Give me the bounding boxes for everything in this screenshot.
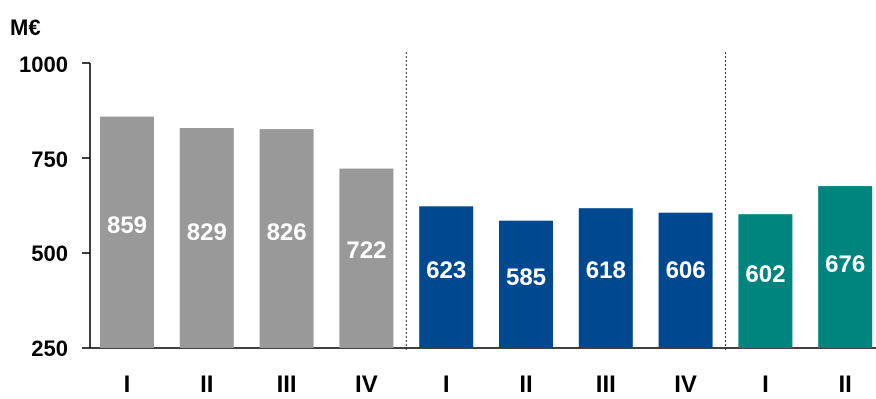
bar-value-label-2: 826 [267,219,307,246]
bar-value-label-8: 602 [745,261,785,288]
x-tick-labels: I II III IV I II III IV I II [124,371,852,398]
x-tick-label-2: III [277,371,297,398]
bar-value-label-3: 722 [346,237,386,264]
bar-value-label-6: 618 [586,257,626,284]
bar-value-label-9: 676 [825,251,865,278]
bar-value-label-0: 859 [107,212,147,239]
x-tick-label-5: II [519,371,532,398]
bar-0 [100,116,154,348]
bar-1 [179,128,234,348]
bar-8 [738,214,793,348]
bar-9 [818,186,873,348]
x-tick-label-3: IV [355,371,378,398]
bar-value-label-5: 585 [506,264,546,291]
bar-value-labels: 859 829 826 722 623 585 618 606 602 676 [107,212,865,291]
bars-group [100,116,873,348]
x-tick-label-4: I [443,371,450,398]
bar-value-label-7: 606 [666,257,706,284]
bar-7 [658,212,713,348]
x-tick-label-9: II [839,371,852,398]
y-tick-label-250: 250 [31,336,68,361]
bar-5 [499,220,553,348]
y-tick-label-750: 750 [31,147,68,172]
y-axis: 1000 750 500 250 [19,52,91,361]
group-separators [405,52,726,352]
bar-2 [259,129,314,348]
y-tick-label-500: 500 [31,241,68,266]
x-tick-label-7: IV [674,371,697,398]
x-tick-label-1: II [200,371,213,398]
unit-label: M€ [10,15,41,40]
bar-value-label-4: 623 [426,257,466,284]
x-tick-label-6: III [596,371,616,398]
x-tick-label-8: I [762,371,769,398]
y-tick-label-1000: 1000 [19,52,68,77]
bar-value-label-1: 829 [187,219,227,246]
bar-4 [419,206,474,348]
x-tick-label-0: I [124,371,131,398]
bar-3 [339,168,394,348]
bar-6 [578,208,633,348]
